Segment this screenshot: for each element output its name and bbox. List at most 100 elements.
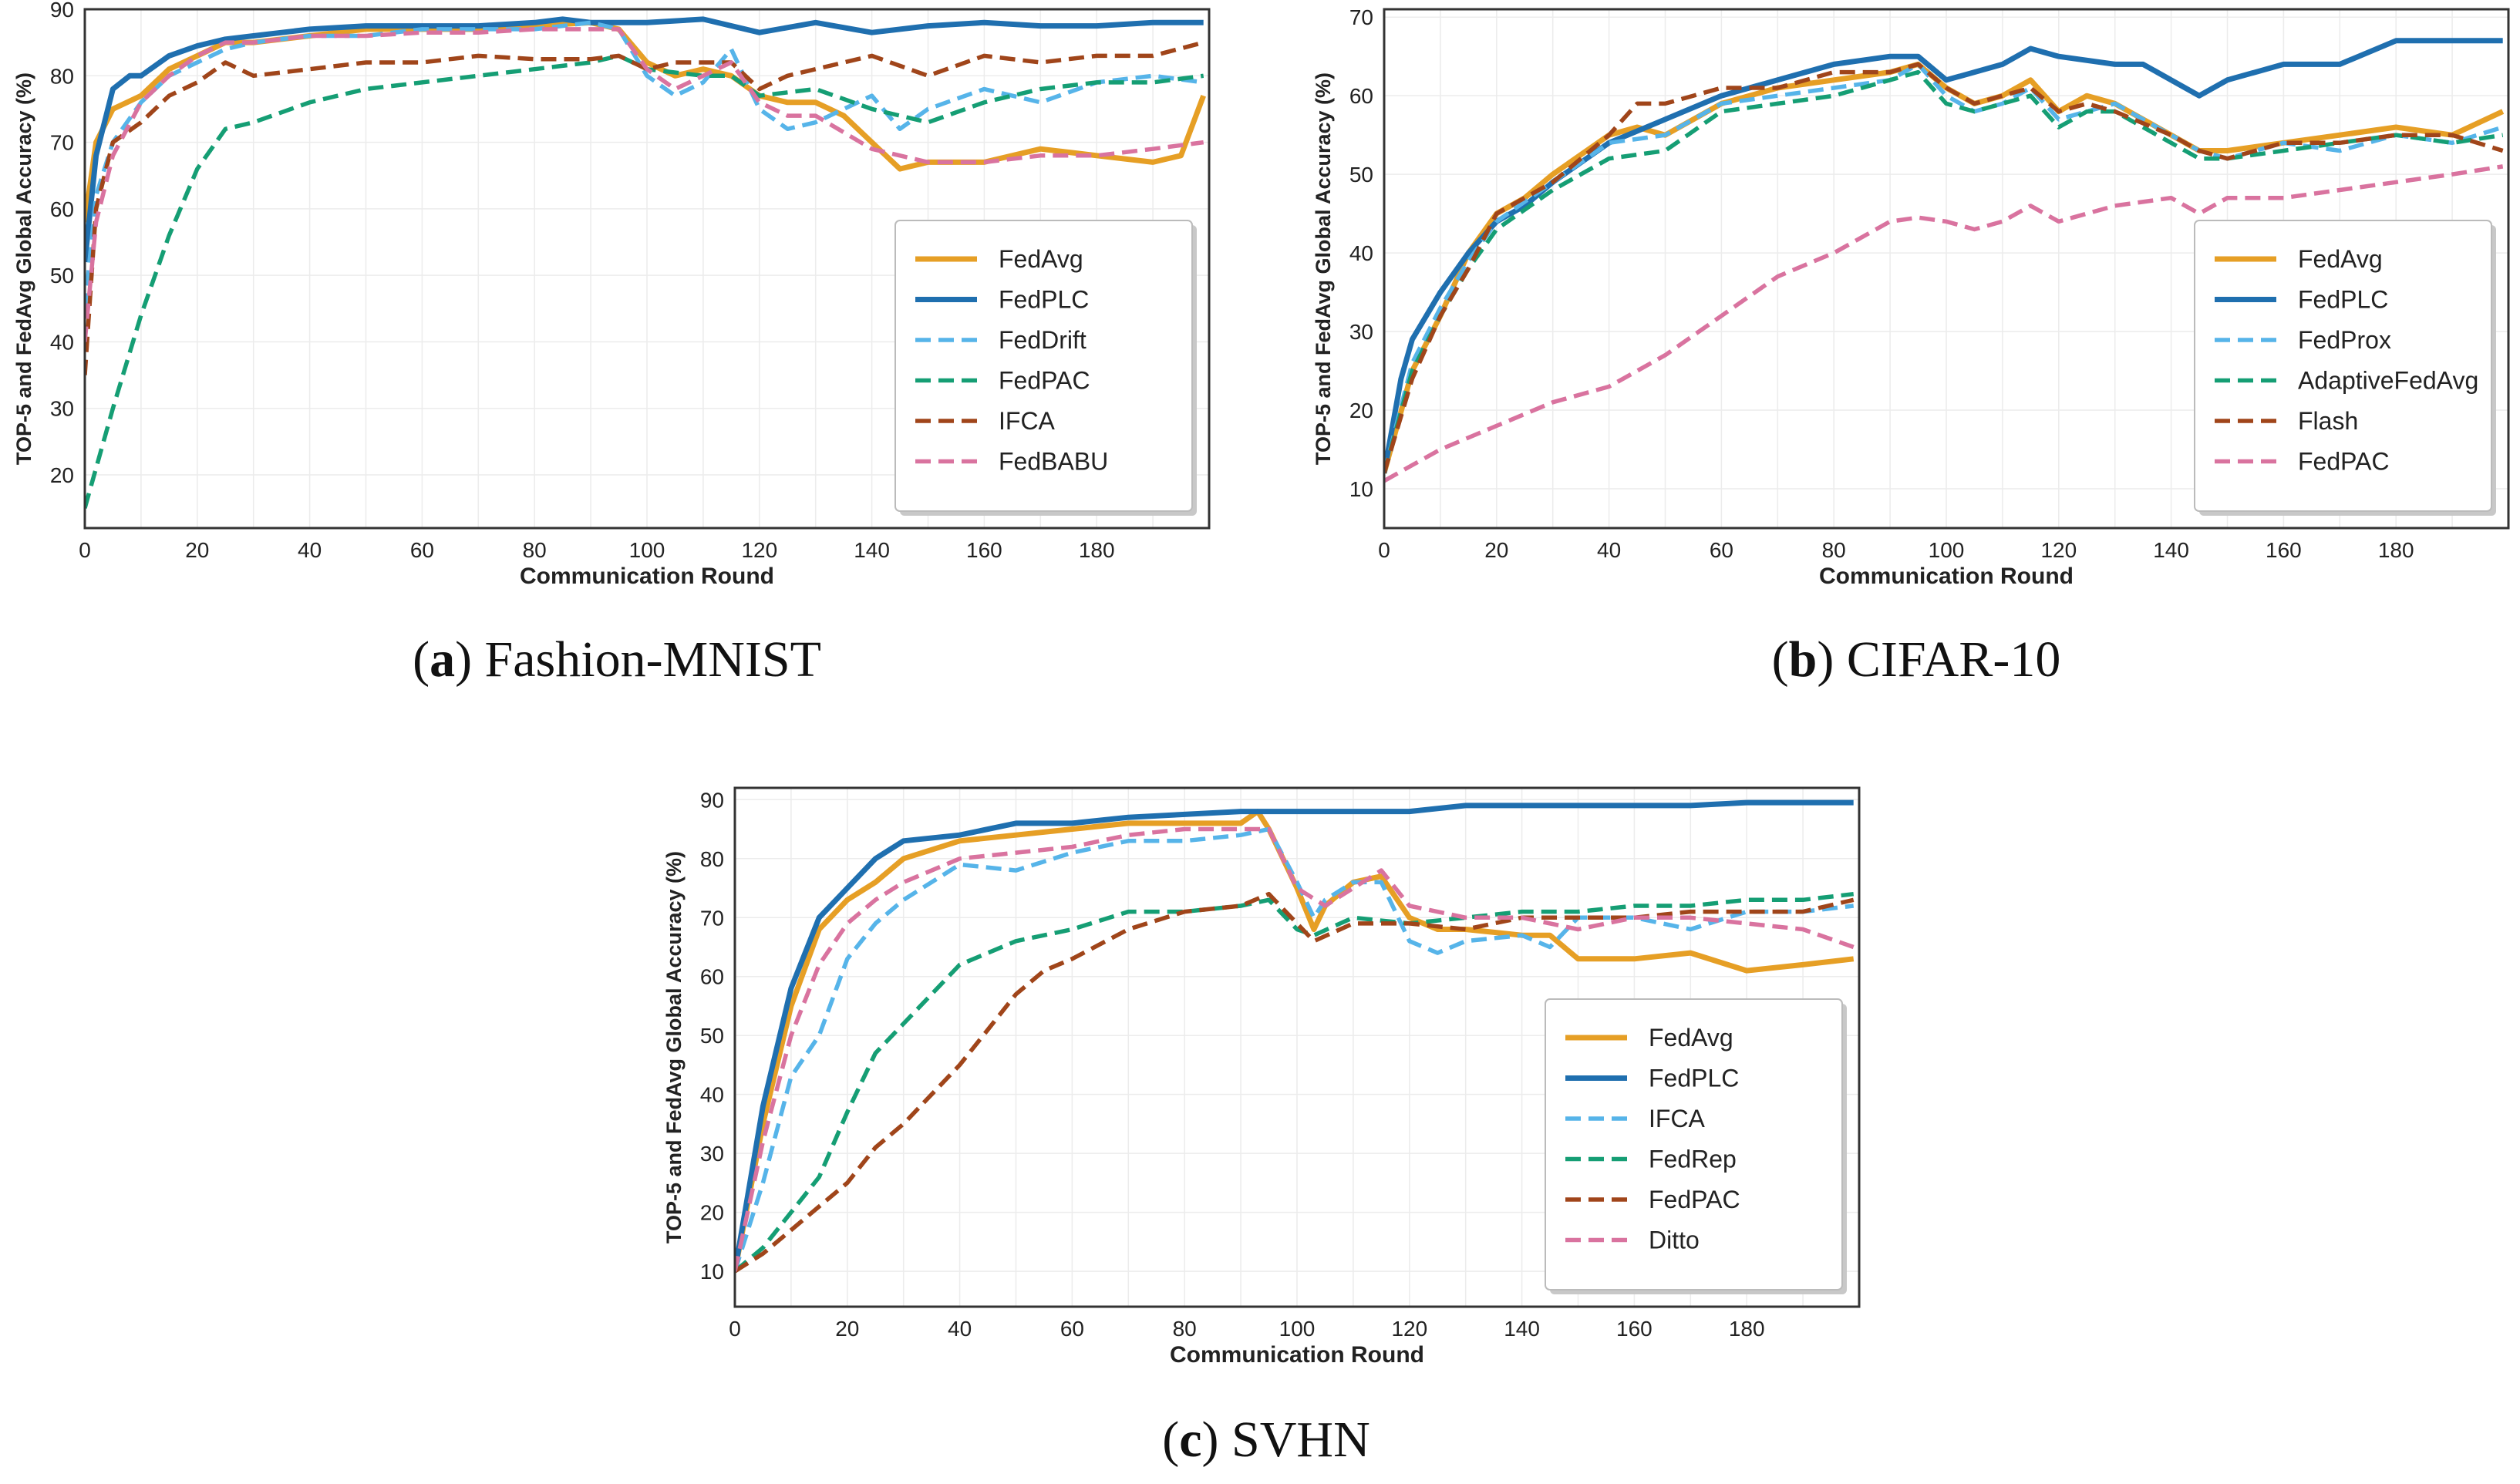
caption-c-text: SVHN — [1231, 1412, 1370, 1468]
x-tick-label: 0 — [79, 538, 91, 562]
x-tick-label: 80 — [1822, 538, 1846, 562]
x-tick-label: 140 — [2153, 538, 2189, 562]
caption-a-letter: a — [430, 631, 456, 688]
y-tick-label: 20 — [700, 1201, 724, 1225]
legend-label-fedavg: FedAvg — [2298, 245, 2383, 273]
y-tick-label: 10 — [700, 1260, 724, 1284]
y-tick-label: 70 — [700, 906, 724, 930]
series-group — [85, 16, 1206, 509]
axes-frame — [1383, 8, 2510, 530]
series-group — [1384, 38, 2505, 483]
y-axis-label: TOP-5 and FedAvg Global Accuracy (%) — [662, 851, 686, 1243]
legend-label-fedavg: FedAvg — [1649, 1024, 1733, 1052]
legend-label-ditto: Ditto — [1649, 1227, 1700, 1254]
y-tick-label: 90 — [50, 0, 74, 22]
legend: FedAvg FedPLC FedDrift FedPAC IFCA FedBABU — [894, 220, 1197, 516]
y-tick-label: 40 — [1349, 241, 1373, 265]
x-tick-label: 160 — [966, 538, 1002, 562]
x-axis-label: Communication Round — [1819, 564, 2074, 586]
x-tick-label: 140 — [854, 538, 890, 562]
x-tick-label: 60 — [1710, 538, 1733, 562]
x-tick-label: 100 — [1929, 538, 1965, 562]
legend: FedAvg FedPLC FedProx AdaptiveFedAvg Flash Fe… — [2194, 220, 2496, 516]
x-tick-label: 140 — [1504, 1317, 1540, 1341]
legend-box — [2194, 220, 2492, 512]
legend-label-fedpac: FedPAC — [1649, 1186, 1740, 1213]
caption-c-letter: c — [1179, 1412, 1202, 1468]
y-tick-label: 50 — [50, 264, 74, 288]
y-tick-label: 80 — [700, 847, 724, 871]
caption-b: (b) CIFAR-10 — [1771, 631, 2061, 688]
series-line-fedplc — [85, 16, 1204, 263]
y-tick-label: 40 — [50, 330, 74, 354]
x-tick-label: 80 — [523, 538, 547, 562]
x-tick-label: 60 — [1060, 1317, 1084, 1341]
chart-a-svg: 0 20 40 60 80 100 120 140 160 180 20 30 40 50 60 70 80 90… — [12, 0, 1211, 589]
x-tick-label: 180 — [1729, 1317, 1765, 1341]
series-line-adaptivefedavg — [1384, 69, 2504, 474]
series-line-fedplc — [1384, 38, 2503, 474]
legend-label-fedavg: FedAvg — [999, 245, 1083, 273]
x-tick-label: 20 — [1484, 538, 1508, 562]
x-tick-label: 60 — [410, 538, 434, 562]
grid — [735, 788, 1859, 1307]
x-tick-label: 0 — [729, 1317, 741, 1341]
x-axis-label: Communication Round — [1170, 1342, 1424, 1365]
x-axis-label: Communication Round — [520, 564, 774, 586]
y-tick-label: 70 — [1349, 5, 1373, 29]
legend-label-fedpac: FedPAC — [999, 367, 1090, 395]
y-tick-label: 30 — [700, 1142, 724, 1166]
x-tick-label: 120 — [741, 538, 777, 562]
legend-label-fedplc: FedPLC — [999, 286, 1089, 314]
x-tick-label: 180 — [2378, 538, 2414, 562]
x-tick-label: 180 — [1079, 538, 1115, 562]
caption-a-text: Fashion-MNIST — [484, 631, 821, 688]
x-tick-label: 40 — [948, 1317, 972, 1341]
series-line-fedrep — [735, 891, 1855, 1274]
caption-c: (c) SVHN — [1162, 1412, 1370, 1468]
x-tick-label: 80 — [1173, 1317, 1197, 1341]
x-tick-label: 20 — [835, 1317, 859, 1341]
y-tick-label: 50 — [700, 1024, 724, 1048]
series-line-flash — [1384, 62, 2504, 474]
chart-b-svg: 0 20 40 60 80 100 120 140 160 180 10 20 30 40 50 60 70 Co… — [1312, 5, 2510, 589]
series-line-ifca — [735, 826, 1855, 1272]
chart-panel-c: 0 20 40 60 80 100 120 140 160 180 10 20 30 40 50 60 70 80… — [650, 779, 1871, 1368]
legend-box — [1545, 998, 1843, 1291]
y-tick-label: 20 — [50, 463, 74, 487]
chart-c-svg: 0 20 40 60 80 100 120 140 160 180 10 20 30 40 50 60 70 80… — [662, 786, 1861, 1368]
x-tick-label: 100 — [1279, 1317, 1316, 1341]
legend-label-fedbabu: FedBABU — [999, 448, 1108, 476]
y-tick-label: 80 — [50, 64, 74, 88]
y-tick-label: 90 — [700, 788, 724, 812]
legend-box — [894, 220, 1193, 512]
legend-label-fedrep: FedRep — [1649, 1146, 1737, 1173]
y-axis-label: TOP-5 and FedAvg Global Accuracy (%) — [1312, 72, 1335, 465]
chart-panel-b: 0 20 40 60 80 100 120 140 160 180 10 20 30 40 50 60 70 Co… — [1299, 0, 2520, 590]
y-tick-label: 60 — [50, 197, 74, 221]
y-axis-label: TOP-5 and FedAvg Global Accuracy (%) — [12, 72, 35, 465]
y-tick-label: 40 — [700, 1083, 724, 1107]
series-line-fedpac — [735, 891, 1855, 1274]
x-tick-label: 20 — [185, 538, 209, 562]
series-line-fedprox — [1384, 62, 2504, 474]
x-tick-label: 120 — [1391, 1317, 1427, 1341]
y-tick-label: 30 — [50, 397, 74, 421]
x-tick-label: 100 — [629, 538, 665, 562]
series-group — [735, 799, 1855, 1274]
x-tick-label: 40 — [1597, 538, 1621, 562]
y-tick-label: 50 — [1349, 163, 1373, 187]
series-line-fedplc — [735, 799, 1854, 1272]
legend-label-fedprox: FedProx — [2298, 326, 2391, 354]
axes-frame — [83, 8, 1211, 530]
y-tick-label: 20 — [1349, 399, 1373, 422]
legend-label-fedpac: FedPAC — [2298, 448, 2390, 476]
x-tick-label: 160 — [2266, 538, 2302, 562]
caption-b-letter: b — [1788, 631, 1818, 688]
x-tick-label: 160 — [1616, 1317, 1652, 1341]
series-line-fedbabu — [85, 27, 1204, 342]
legend-label-flash: Flash — [2298, 407, 2358, 435]
series-line-ditto — [735, 826, 1855, 1272]
caption-a: (a) Fashion-MNIST — [413, 631, 821, 688]
series-line-fedavg — [735, 809, 1855, 1272]
